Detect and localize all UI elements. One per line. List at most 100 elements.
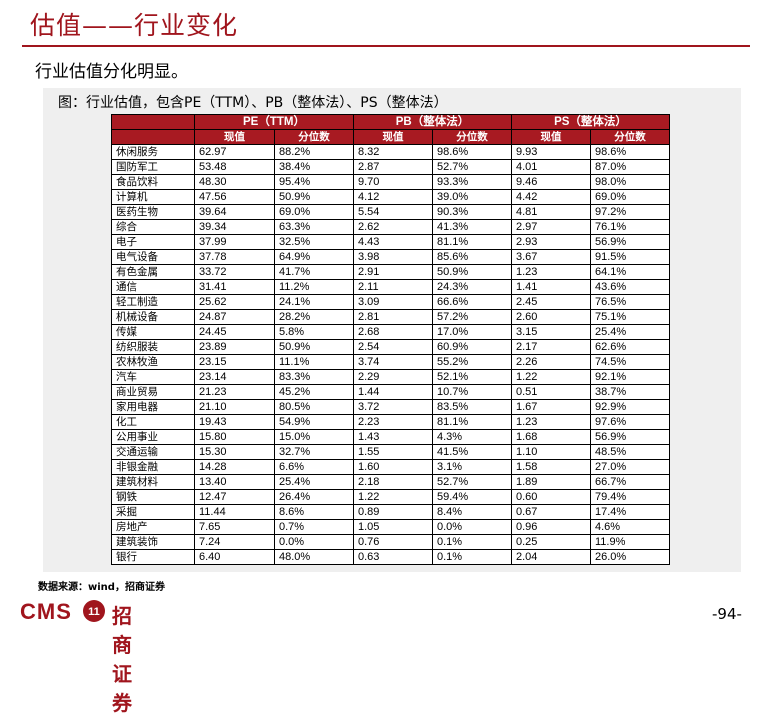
ps-percentile-cell: 75.1% <box>590 309 670 325</box>
pe-percentile-cell: 26.4% <box>274 489 354 505</box>
table-row: 国防军工 53.48 38.4% 2.87 52.7% 4.01 87.0% <box>111 159 670 175</box>
pb-percentile-cell: 52.1% <box>432 369 512 385</box>
ps-current-cell: 9.93 <box>511 144 591 160</box>
pb-percentile-cell: 66.6% <box>432 294 512 310</box>
ps-current-cell: 3.67 <box>511 249 591 265</box>
ps-percentile-cell: 56.9% <box>590 234 670 250</box>
ps-percentile-cell: 64.1% <box>590 264 670 280</box>
industry-cell: 非银金融 <box>111 459 195 475</box>
ps-current-cell: 9.46 <box>511 174 591 190</box>
pb-current-cell: 2.81 <box>353 309 433 325</box>
pe-percentile-cell: 32.5% <box>274 234 354 250</box>
table-row: 交通运输 15.30 32.7% 1.55 41.5% 1.10 48.5% <box>111 444 670 460</box>
pb-current-cell: 2.54 <box>353 339 433 355</box>
ps-current-cell: 4.81 <box>511 204 591 220</box>
industry-cell: 建筑装饰 <box>111 534 195 550</box>
pe-current-cell: 31.41 <box>194 279 275 295</box>
table-row: 电子 37.99 32.5% 4.43 81.1% 2.93 56.9% <box>111 234 670 250</box>
industry-cell: 传媒 <box>111 324 195 340</box>
ps-current-cell: 2.04 <box>511 549 591 565</box>
ps-percentile-cell: 76.1% <box>590 219 670 235</box>
pb-percentile-cell: 60.9% <box>432 339 512 355</box>
pb-percentile-cell: 90.3% <box>432 204 512 220</box>
pb-percentile-cell: 81.1% <box>432 234 512 250</box>
ps-percentile-cell: 76.5% <box>590 294 670 310</box>
pe-current-cell: 21.23 <box>194 384 275 400</box>
industry-cell: 医药生物 <box>111 204 195 220</box>
pe-current-cell: 48.30 <box>194 174 275 190</box>
ps-current-cell: 0.96 <box>511 519 591 535</box>
ps-current-cell: 1.58 <box>511 459 591 475</box>
pb-percentile-cell: 55.2% <box>432 354 512 370</box>
ps-percentile-cell: 74.5% <box>590 354 670 370</box>
header-group-ps: PS（整体法） <box>511 114 670 130</box>
pe-percentile-cell: 38.4% <box>274 159 354 175</box>
header-pe-percentile: 分位数 <box>274 129 354 145</box>
pb-current-cell: 1.43 <box>353 429 433 445</box>
pb-current-cell: 5.54 <box>353 204 433 220</box>
table-row: 化工 19.43 54.9% 2.23 81.1% 1.23 97.6% <box>111 414 670 430</box>
pe-current-cell: 14.28 <box>194 459 275 475</box>
industry-cell: 家用电器 <box>111 399 195 415</box>
industry-cell: 机械设备 <box>111 309 195 325</box>
pb-percentile-cell: 3.1% <box>432 459 512 475</box>
industry-cell: 计算机 <box>111 189 195 205</box>
pe-percentile-cell: 88.2% <box>274 144 354 160</box>
industry-cell: 建筑材料 <box>111 474 195 490</box>
industry-cell: 钢铁 <box>111 489 195 505</box>
ps-percentile-cell: 92.9% <box>590 399 670 415</box>
table-row: 医药生物 39.64 69.0% 5.54 90.3% 4.81 97.2% <box>111 204 670 220</box>
industry-cell: 公用事业 <box>111 429 195 445</box>
pe-current-cell: 23.14 <box>194 369 275 385</box>
ps-percentile-cell: 11.9% <box>590 534 670 550</box>
pe-current-cell: 15.30 <box>194 444 275 460</box>
pb-current-cell: 2.23 <box>353 414 433 430</box>
table-row: 综合 39.34 63.3% 2.62 41.3% 2.97 76.1% <box>111 219 670 235</box>
pb-current-cell: 2.68 <box>353 324 433 340</box>
pb-current-cell: 3.74 <box>353 354 433 370</box>
table-row: 休闲服务 62.97 88.2% 8.32 98.6% 9.93 98.6% <box>111 144 670 160</box>
industry-cell: 轻工制造 <box>111 294 195 310</box>
pe-current-cell: 6.40 <box>194 549 275 565</box>
industry-cell: 农林牧渔 <box>111 354 195 370</box>
ps-current-cell: 2.45 <box>511 294 591 310</box>
pb-current-cell: 0.76 <box>353 534 433 550</box>
pb-percentile-cell: 52.7% <box>432 159 512 175</box>
ps-percentile-cell: 98.0% <box>590 174 670 190</box>
data-source: 数据来源：wind，招商证券 <box>38 582 165 593</box>
table-row: 钢铁 12.47 26.4% 1.22 59.4% 0.60 79.4% <box>111 489 670 505</box>
ps-percentile-cell: 43.6% <box>590 279 670 295</box>
pb-current-cell: 4.12 <box>353 189 433 205</box>
ps-current-cell: 2.60 <box>511 309 591 325</box>
header-pe-current: 现值 <box>194 129 275 145</box>
industry-cell: 商业贸易 <box>111 384 195 400</box>
header-ps-current: 现值 <box>511 129 591 145</box>
pb-current-cell: 0.63 <box>353 549 433 565</box>
ps-percentile-cell: 91.5% <box>590 249 670 265</box>
pb-current-cell: 2.29 <box>353 369 433 385</box>
header-group-pe: PE（TTM） <box>194 114 354 130</box>
table-row: 银行 6.40 48.0% 0.63 0.1% 2.04 26.0% <box>111 549 670 565</box>
header-corner <box>111 114 195 130</box>
pe-current-cell: 19.43 <box>194 414 275 430</box>
pb-percentile-cell: 41.3% <box>432 219 512 235</box>
industry-cell: 电气设备 <box>111 249 195 265</box>
pe-percentile-cell: 48.0% <box>274 549 354 565</box>
pe-percentile-cell: 45.2% <box>274 384 354 400</box>
pe-percentile-cell: 25.4% <box>274 474 354 490</box>
pe-percentile-cell: 11.1% <box>274 354 354 370</box>
pb-percentile-cell: 17.0% <box>432 324 512 340</box>
table-row: 建筑材料 13.40 25.4% 2.18 52.7% 1.89 66.7% <box>111 474 670 490</box>
pe-percentile-cell: 41.7% <box>274 264 354 280</box>
table-row: 汽车 23.14 83.3% 2.29 52.1% 1.22 92.1% <box>111 369 670 385</box>
pe-current-cell: 13.40 <box>194 474 275 490</box>
header-ps-percentile: 分位数 <box>590 129 670 145</box>
pe-percentile-cell: 0.0% <box>274 534 354 550</box>
pe-current-cell: 47.56 <box>194 189 275 205</box>
ps-percentile-cell: 87.0% <box>590 159 670 175</box>
ps-current-cell: 2.26 <box>511 354 591 370</box>
table-row: 商业贸易 21.23 45.2% 1.44 10.7% 0.51 38.7% <box>111 384 670 400</box>
pe-percentile-cell: 64.9% <box>274 249 354 265</box>
ps-percentile-cell: 38.7% <box>590 384 670 400</box>
pb-percentile-cell: 0.1% <box>432 549 512 565</box>
